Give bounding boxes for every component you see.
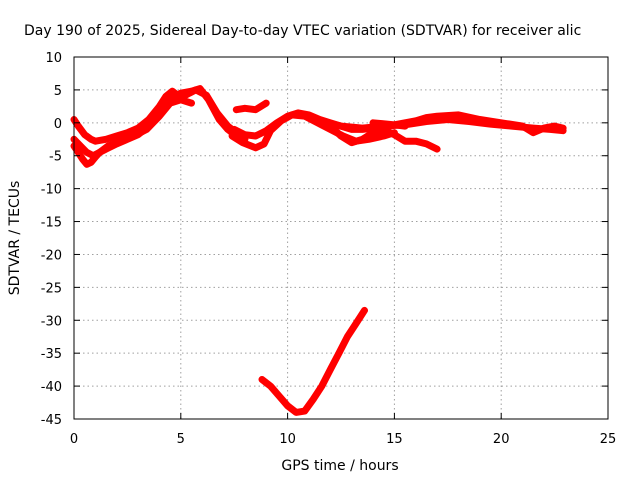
y-tick-label: 5 (54, 84, 62, 99)
y-axis-title: SDTVAR / TECUs (7, 181, 23, 296)
chart-title: Day 190 of 2025, Sidereal Day-to-day VTE… (24, 23, 581, 39)
x-tick-label: 25 (600, 432, 617, 447)
x-tick-label: 10 (279, 432, 296, 447)
y-tick-label: -5 (49, 150, 62, 165)
y-tick-labels: 10 5 0 -5 -10 -15 -20 -25 -30 -35 -40 -45 (41, 51, 62, 428)
y-tick-label: -10 (41, 183, 62, 198)
series-line-track-b (70, 86, 249, 145)
x-tick-labels: 0 5 10 15 20 25 (70, 432, 616, 447)
x-tick-label: 0 (70, 432, 78, 447)
series-line-track-j (258, 306, 368, 416)
x-tick-label: 20 (493, 432, 510, 447)
x-tick-label: 15 (386, 432, 403, 447)
series-line-track-g (316, 116, 567, 135)
y-tick-label: 0 (54, 117, 62, 132)
series-line-track-h (369, 111, 567, 137)
y-tick-label: -25 (41, 281, 62, 296)
y-tick-label: -40 (41, 380, 62, 395)
series-line-track-c (70, 96, 195, 160)
y-tick-label: -45 (41, 413, 62, 428)
y-tick-label: -20 (41, 248, 62, 263)
y-tick-label: 10 (45, 51, 62, 66)
series-line-track-i (232, 99, 270, 114)
x-axis-title: GPS time / hours (281, 458, 398, 474)
axis-ticks (73, 56, 609, 420)
series-group (70, 85, 567, 416)
plot-frame (73, 56, 609, 420)
y-tick-label: -30 (41, 314, 62, 329)
y-tick-label: -35 (41, 347, 62, 362)
y-tick-label: -15 (41, 216, 62, 231)
x-tick-label: 5 (177, 432, 185, 447)
